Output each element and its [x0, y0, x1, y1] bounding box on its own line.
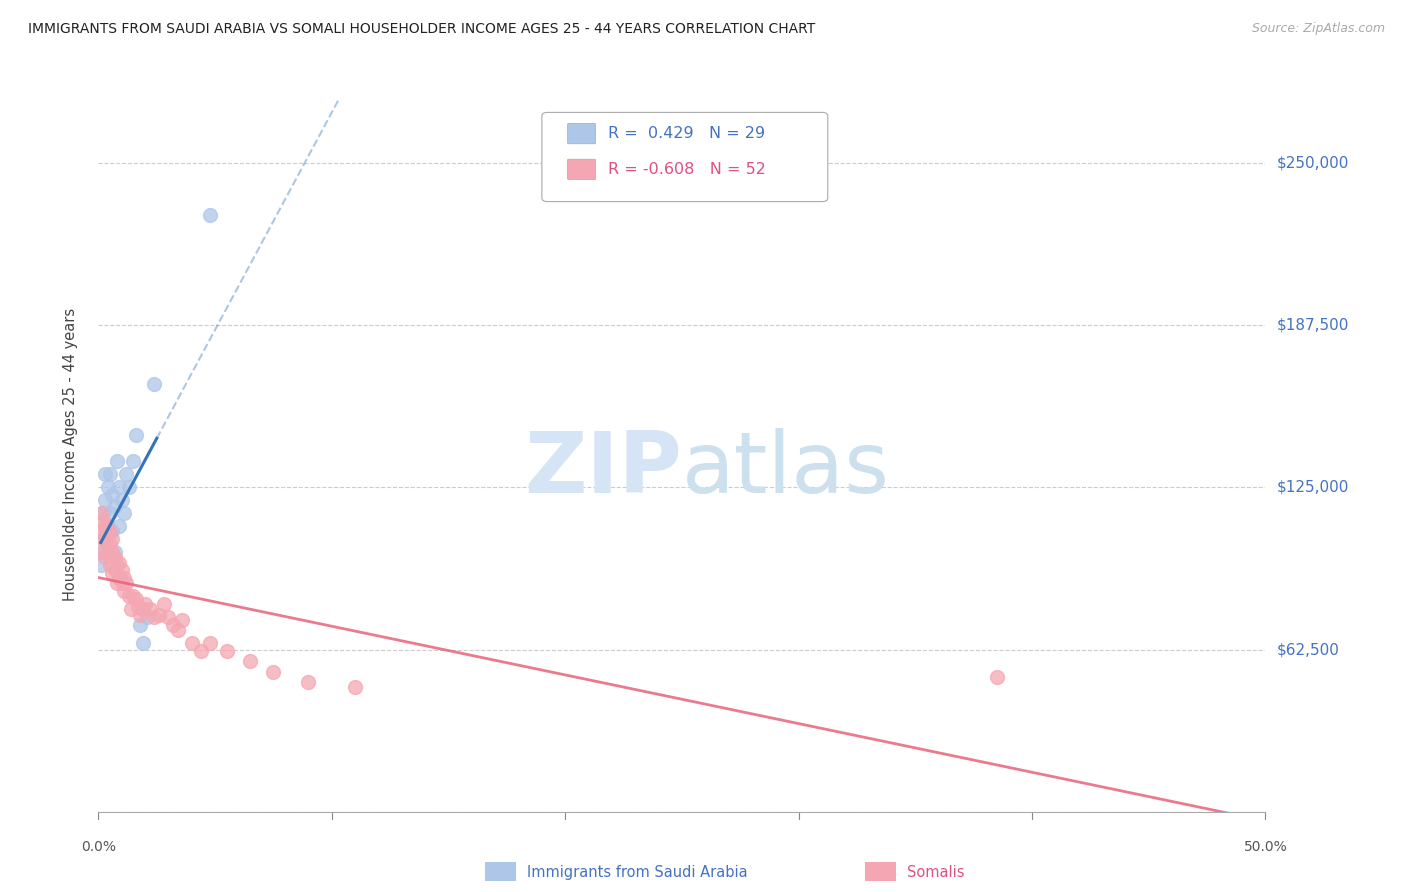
Point: [98, 558, 121, 573]
Text: Somalis: Somalis: [907, 865, 965, 880]
Point: [101, 566, 124, 580]
Point: [94, 533, 117, 547]
Point: [122, 454, 145, 468]
Point: [200, 208, 222, 222]
Point: [125, 591, 148, 606]
Point: [94, 493, 117, 508]
Point: [111, 563, 134, 577]
Point: [132, 602, 155, 616]
Text: Source: ZipAtlas.com: Source: ZipAtlas.com: [1251, 22, 1385, 36]
Point: [262, 665, 284, 679]
Point: [98, 467, 121, 482]
Point: [152, 597, 174, 611]
Point: [97, 545, 120, 559]
Point: [108, 571, 131, 585]
Point: [200, 636, 222, 650]
Point: [108, 519, 131, 533]
Point: [94, 467, 117, 482]
Point: [90, 558, 112, 573]
Point: [118, 480, 141, 494]
Point: [180, 636, 202, 650]
Text: R =  0.429   N = 29: R = 0.429 N = 29: [609, 126, 765, 141]
Point: [101, 488, 124, 502]
Point: [129, 607, 152, 622]
Text: $187,500: $187,500: [1277, 318, 1350, 333]
Point: [125, 428, 148, 442]
Text: Immigrants from Saudi Arabia: Immigrants from Saudi Arabia: [527, 865, 748, 880]
Point: [190, 644, 212, 658]
Text: $125,000: $125,000: [1277, 480, 1350, 495]
Point: [122, 590, 145, 604]
Point: [162, 618, 184, 632]
Point: [344, 680, 367, 694]
Point: [90, 506, 112, 520]
Point: [239, 654, 262, 668]
Point: [143, 610, 166, 624]
FancyBboxPatch shape: [568, 159, 596, 179]
Text: atlas: atlas: [682, 427, 890, 511]
Point: [90, 533, 112, 547]
Point: [297, 675, 319, 690]
Point: [94, 533, 117, 547]
Point: [111, 493, 134, 508]
Point: [97, 519, 120, 533]
Point: [986, 670, 1008, 684]
Point: [97, 524, 120, 539]
Text: R = -0.608   N = 52: R = -0.608 N = 52: [609, 161, 766, 177]
Point: [94, 550, 117, 565]
Point: [215, 644, 238, 658]
Point: [105, 558, 128, 573]
Point: [101, 524, 124, 539]
Point: [143, 376, 166, 391]
Text: 0.0%: 0.0%: [82, 840, 115, 855]
Point: [101, 545, 124, 559]
FancyBboxPatch shape: [568, 123, 596, 144]
Text: $250,000: $250,000: [1277, 155, 1350, 170]
Point: [136, 610, 159, 624]
Point: [91, 514, 114, 528]
Point: [112, 584, 135, 599]
Point: [115, 576, 138, 591]
Point: [108, 556, 131, 570]
Y-axis label: Householder Income Ages 25 - 44 years: Householder Income Ages 25 - 44 years: [63, 309, 77, 601]
Point: [91, 506, 114, 520]
Point: [91, 524, 114, 539]
Text: 50.0%: 50.0%: [1243, 840, 1288, 855]
Point: [111, 576, 134, 591]
Point: [91, 545, 114, 559]
Point: [91, 545, 114, 559]
Point: [98, 506, 121, 520]
Point: [98, 537, 121, 551]
Point: [104, 545, 127, 559]
Point: [98, 524, 121, 539]
Point: [157, 610, 180, 624]
Text: ZIP: ZIP: [524, 427, 682, 511]
Point: [148, 607, 170, 622]
Point: [127, 599, 149, 614]
Point: [94, 519, 117, 533]
FancyBboxPatch shape: [541, 112, 828, 202]
Text: $62,500: $62,500: [1277, 642, 1340, 657]
Point: [166, 623, 188, 637]
Point: [118, 590, 141, 604]
Point: [115, 467, 138, 482]
Point: [112, 506, 135, 520]
Text: IMMIGRANTS FROM SAUDI ARABIA VS SOMALI HOUSEHOLDER INCOME AGES 25 - 44 YEARS COR: IMMIGRANTS FROM SAUDI ARABIA VS SOMALI H…: [28, 22, 815, 37]
Point: [120, 602, 142, 616]
Point: [139, 602, 162, 616]
Point: [90, 524, 112, 539]
Point: [104, 550, 127, 565]
Point: [104, 563, 127, 577]
Point: [97, 480, 120, 494]
Point: [112, 571, 135, 585]
Point: [134, 597, 156, 611]
Point: [104, 499, 127, 513]
Point: [101, 533, 124, 547]
Point: [105, 576, 128, 591]
Point: [132, 636, 155, 650]
Point: [172, 613, 194, 627]
Point: [108, 480, 131, 494]
Point: [105, 454, 128, 468]
Point: [129, 618, 152, 632]
